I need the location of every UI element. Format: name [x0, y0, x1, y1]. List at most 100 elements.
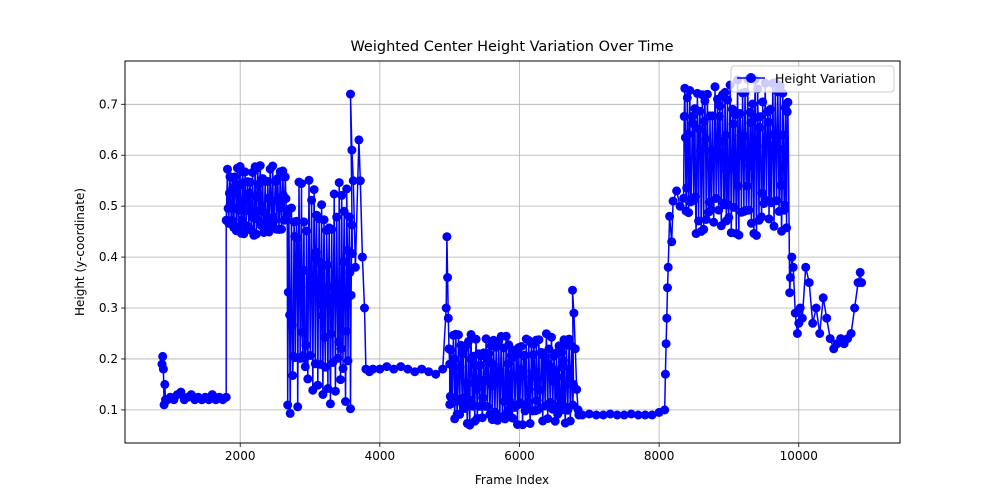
- data-point: [740, 131, 749, 141]
- data-point: [660, 405, 670, 415]
- y-tick-label: 0.3: [99, 301, 118, 315]
- y-tick-label: 0.1: [99, 403, 118, 417]
- data-point: [287, 203, 296, 213]
- data-point: [443, 273, 453, 282]
- data-point: [503, 359, 513, 369]
- axis-ticks: 2000 4000 6000 8000 10000 0.1 0.2 0.3 0.4 0.5 0.6 0…: [99, 97, 818, 463]
- data-point: [305, 282, 315, 292]
- data-point: [665, 211, 675, 221]
- data-point: [744, 205, 754, 215]
- data-point: [696, 146, 705, 156]
- y-axis-label: Height (y-coordinate): [73, 188, 87, 316]
- data-point: [240, 167, 250, 177]
- data-point: [612, 410, 622, 420]
- data-point: [368, 364, 378, 374]
- data-point: [846, 329, 856, 338]
- data-point: [300, 362, 310, 372]
- data-point: [783, 97, 793, 107]
- data-point: [570, 344, 580, 354]
- data-point: [285, 310, 295, 320]
- data-point: [565, 364, 575, 374]
- data-point: [236, 196, 246, 206]
- data-point: [317, 311, 327, 321]
- data-point: [825, 334, 835, 344]
- data-point: [307, 195, 317, 205]
- data-point: [160, 379, 170, 389]
- data-point: [755, 112, 765, 122]
- data-point: [516, 342, 526, 351]
- data-point: [269, 216, 279, 226]
- data-point: [518, 420, 528, 430]
- data-point: [417, 364, 427, 374]
- data-point: [285, 408, 295, 418]
- data-point: [757, 188, 767, 198]
- data-point: [268, 161, 278, 171]
- data-point: [298, 265, 308, 275]
- data-point: [341, 397, 350, 406]
- data-point: [344, 212, 354, 222]
- data-point: [714, 205, 724, 215]
- data-point: [723, 95, 732, 105]
- data-point: [245, 177, 255, 187]
- y-tick-label: 0.2: [99, 352, 118, 366]
- data-point: [709, 217, 719, 227]
- data-point: [633, 410, 643, 420]
- legend-box: [730, 65, 895, 93]
- data-point: [792, 329, 802, 338]
- data-point: [320, 362, 330, 372]
- data-point: [481, 334, 491, 344]
- data-point: [326, 329, 336, 339]
- data-point: [565, 416, 575, 426]
- data-point: [264, 227, 274, 237]
- data-point: [765, 104, 775, 114]
- data-point: [488, 359, 498, 369]
- data-point: [539, 351, 549, 361]
- data-point: [534, 335, 544, 345]
- data-point: [795, 303, 805, 313]
- data-point: [293, 402, 303, 412]
- data-point: [324, 281, 333, 291]
- data-point: [679, 193, 689, 203]
- data-point: [346, 290, 356, 300]
- data-point: [347, 249, 357, 259]
- data-point: [454, 330, 463, 340]
- data-point: [757, 212, 766, 222]
- data-point: [775, 144, 785, 154]
- data-point: [355, 176, 365, 186]
- data-point: [682, 93, 692, 103]
- data-point: [258, 207, 268, 217]
- data-point: [667, 237, 677, 247]
- data-point: [699, 224, 709, 234]
- y-tick-label: 0.7: [99, 97, 118, 111]
- data-point: [229, 188, 239, 198]
- data-point: [721, 130, 731, 140]
- data-point: [626, 409, 636, 419]
- data-point: [347, 145, 357, 155]
- data-point: [230, 172, 240, 182]
- data-point: [314, 281, 323, 291]
- data-point: [455, 409, 465, 419]
- data-point: [277, 224, 286, 234]
- data-point: [354, 135, 364, 145]
- data-point: [343, 356, 353, 366]
- data-point: [564, 334, 574, 344]
- data-point: [544, 344, 554, 354]
- data-point: [785, 288, 795, 298]
- data-point: [221, 392, 231, 402]
- data-point: [158, 364, 168, 374]
- data-point: [403, 364, 413, 374]
- data-point: [811, 303, 821, 313]
- data-point: [855, 267, 865, 277]
- data-point: [297, 327, 307, 337]
- data-point: [302, 226, 311, 236]
- data-point: [530, 366, 539, 376]
- data-point: [763, 117, 773, 127]
- data-point: [322, 260, 332, 270]
- data-point: [728, 119, 738, 129]
- data-point: [476, 360, 485, 370]
- data-point: [694, 124, 704, 134]
- data-point: [299, 217, 309, 227]
- data-point: [506, 370, 516, 380]
- data-point: [545, 397, 555, 407]
- data-point: [672, 186, 682, 196]
